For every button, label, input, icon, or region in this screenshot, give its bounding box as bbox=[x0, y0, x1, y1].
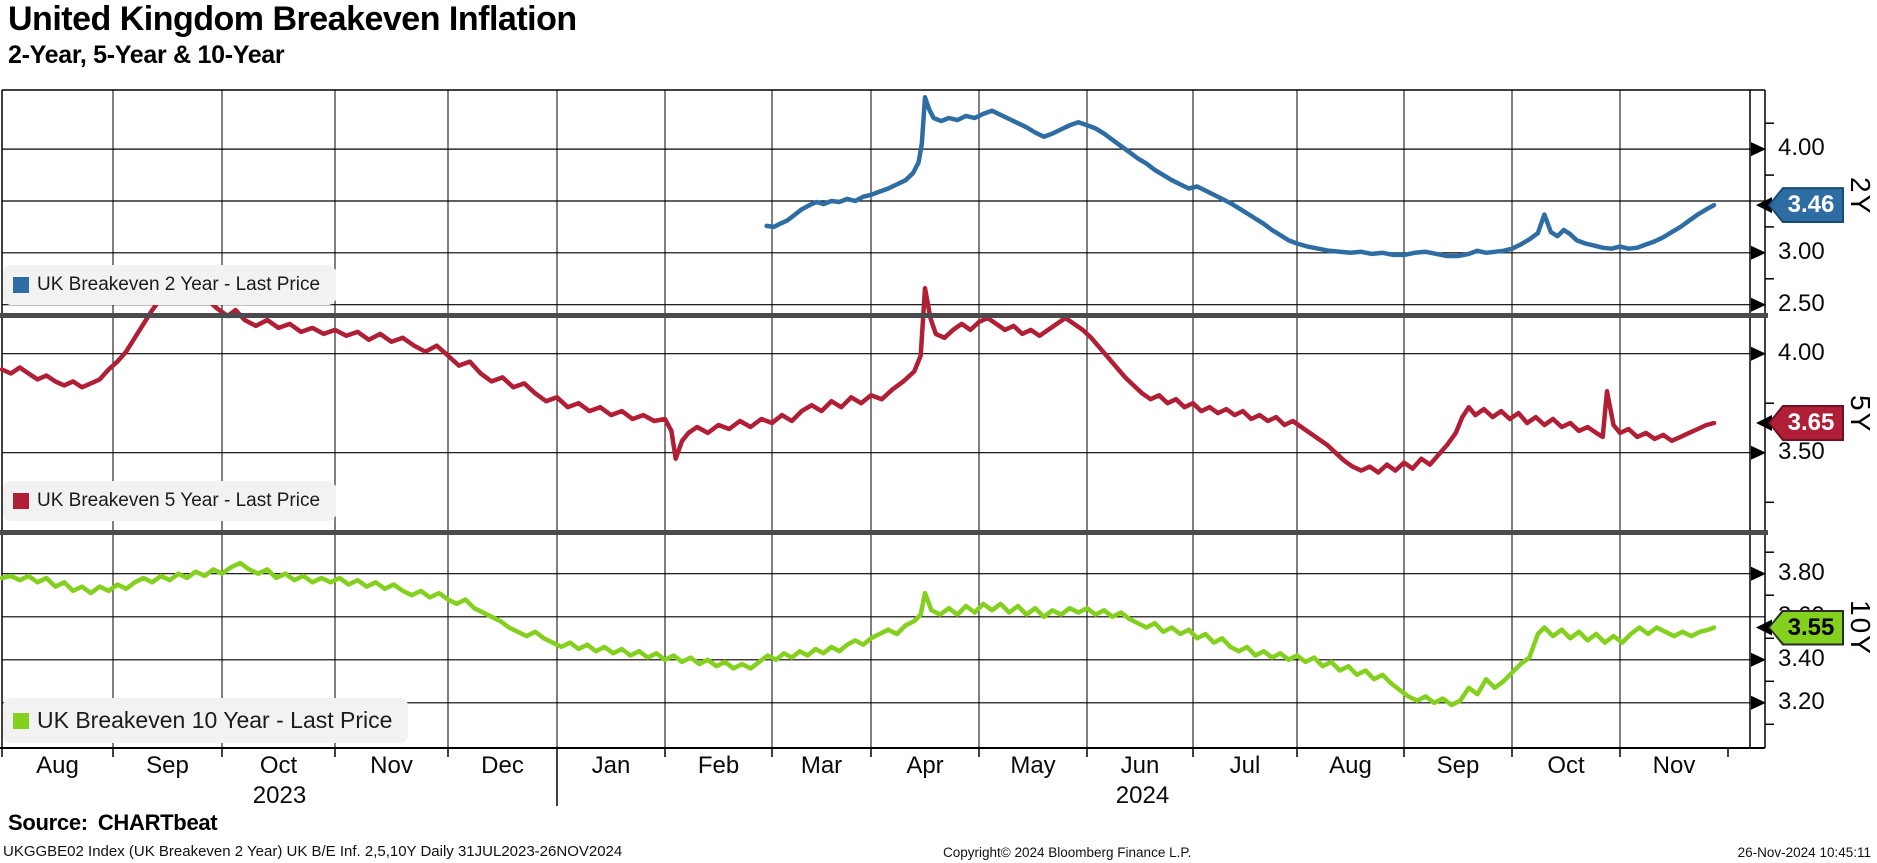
legend-chip-2y-icon bbox=[13, 277, 29, 293]
vertical-gridlines bbox=[112, 90, 1621, 748]
series-line-2y bbox=[764, 95, 1717, 259]
tick-arrow-icon bbox=[1751, 346, 1766, 361]
series-line-10y bbox=[0, 560, 1717, 708]
page-subtitle: 2-Year, 5-Year & 10-Year bbox=[8, 40, 285, 69]
legend-item-5y[interactable]: UK Breakeven 5 Year - Last Price bbox=[3, 481, 337, 521]
last-price-arrow-icon bbox=[1756, 619, 1772, 636]
x-axis-month-11-jul: Jul bbox=[1229, 752, 1261, 779]
last-price-value-5y: 3.65 bbox=[1787, 409, 1835, 436]
tick-arrow-icon bbox=[1751, 695, 1766, 710]
x-axis-month-2-oct: Oct bbox=[259, 752, 298, 779]
tick-arrow-icon bbox=[1751, 652, 1766, 667]
panel-separators bbox=[0, 313, 1768, 535]
x-axis-year-2023: 2023 bbox=[252, 782, 307, 809]
last-price-badge-2y: 3.46 bbox=[1768, 187, 1844, 224]
legend-label-10y: UK Breakeven 10 Year - Last Price bbox=[37, 707, 393, 733]
last-price-badge-2y-fill: 3.46 bbox=[1770, 189, 1842, 222]
tick-arrow-icon bbox=[1751, 245, 1766, 260]
gridlines-panel-5y bbox=[2, 346, 1774, 504]
last-price-arrow-icon bbox=[1756, 415, 1772, 431]
x-axis-month-9-may: May bbox=[1010, 752, 1056, 779]
last-price-value-2y: 3.46 bbox=[1787, 191, 1835, 219]
axis-tick-label-2y-2.50: 2.50 bbox=[1778, 289, 1825, 317]
page-title: United Kingdom Breakeven Inflation bbox=[8, 0, 577, 38]
source-value: CHARTbeat bbox=[97, 810, 218, 835]
x-axis-month-4-dec: Dec bbox=[481, 752, 524, 779]
last-price-badge-5y-fill: 3.65 bbox=[1770, 407, 1842, 439]
tick-arrow-icon bbox=[1751, 297, 1766, 312]
x-axis-month-13-sep: Sep bbox=[1436, 752, 1480, 779]
last-price-value-10y: 3.55 bbox=[1787, 613, 1835, 641]
timestamp: 26-Nov-2024 10:45:11 bbox=[1737, 845, 1871, 860]
last-price-badge-10y-fill: 3.55 bbox=[1770, 611, 1842, 644]
tick-arrow-icon bbox=[1751, 566, 1766, 581]
x-axis-month-15-nov: Nov bbox=[1652, 752, 1696, 779]
x-axis-month-5-jan: Jan bbox=[591, 752, 631, 779]
x-axis-month-6-feb: Feb bbox=[697, 752, 740, 779]
last-price-badge-10y: 3.55 bbox=[1768, 609, 1844, 646]
axis-tick-label-2y-4.00: 4.00 bbox=[1778, 134, 1825, 162]
x-axis-month-8-apr: Apr bbox=[906, 752, 944, 779]
x-axis-month-12-aug: Aug bbox=[1329, 752, 1372, 779]
last-price-arrow-icon bbox=[1756, 197, 1772, 214]
x-axis-month-7-mar: Mar bbox=[800, 752, 843, 779]
panel-side-label-2y: 2Y bbox=[1845, 177, 1876, 216]
security-info: UKGGBE02 Index (UK Breakeven 2 Year) UK … bbox=[3, 843, 623, 860]
panel-side-label-5y: 5Y bbox=[1845, 395, 1876, 434]
x-axis-month-0-aug: Aug bbox=[36, 752, 79, 779]
axis-tick-label-2y-3.00: 3.00 bbox=[1778, 237, 1825, 265]
source-label: Source: bbox=[8, 810, 88, 835]
axis-tick-label-10y-3.40: 3.40 bbox=[1778, 644, 1825, 672]
source-line: Source: CHARTbeat bbox=[8, 810, 218, 836]
panel-side-label-10y: 10Y bbox=[1845, 599, 1876, 656]
x-axis-month-1-sep: Sep bbox=[146, 752, 189, 779]
x-axis-month-14-oct: Oct bbox=[1547, 752, 1585, 779]
title-block: United Kingdom Breakeven Inflation 2-Yea… bbox=[8, 0, 577, 69]
tick-arrow-icon bbox=[1751, 445, 1766, 460]
series-line-5y bbox=[0, 280, 1717, 475]
legend-chip-10y-icon bbox=[13, 712, 29, 729]
legend-item-2y[interactable]: UK Breakeven 2 Year - Last Price bbox=[3, 265, 337, 305]
copyright-text: Copyright© 2024 Bloomberg Finance L.P. bbox=[943, 845, 1192, 860]
legend-chip-5y-icon bbox=[13, 493, 29, 509]
legend-item-10y[interactable]: UK Breakeven 10 Year - Last Price bbox=[3, 698, 409, 743]
axis-tick-label-5y-4.00: 4.00 bbox=[1778, 338, 1825, 366]
x-axis-year-2024: 2024 bbox=[1115, 782, 1170, 809]
x-axis-month-3-nov: Nov bbox=[370, 752, 413, 779]
last-price-badge-5y: 3.65 bbox=[1768, 405, 1844, 441]
x-axis-month-10-jun: Jun bbox=[1120, 752, 1160, 779]
legend-label-2y: UK Breakeven 2 Year - Last Price bbox=[37, 274, 321, 295]
tick-arrow-icon bbox=[1751, 142, 1766, 157]
axis-tick-label-10y-3.20: 3.20 bbox=[1778, 687, 1825, 715]
axis-tick-label-5y-3.50: 3.50 bbox=[1778, 437, 1825, 465]
axis-tick-label-10y-3.80: 3.80 bbox=[1778, 558, 1825, 586]
legend-label-5y: UK Breakeven 5 Year - Last Price bbox=[37, 490, 321, 511]
